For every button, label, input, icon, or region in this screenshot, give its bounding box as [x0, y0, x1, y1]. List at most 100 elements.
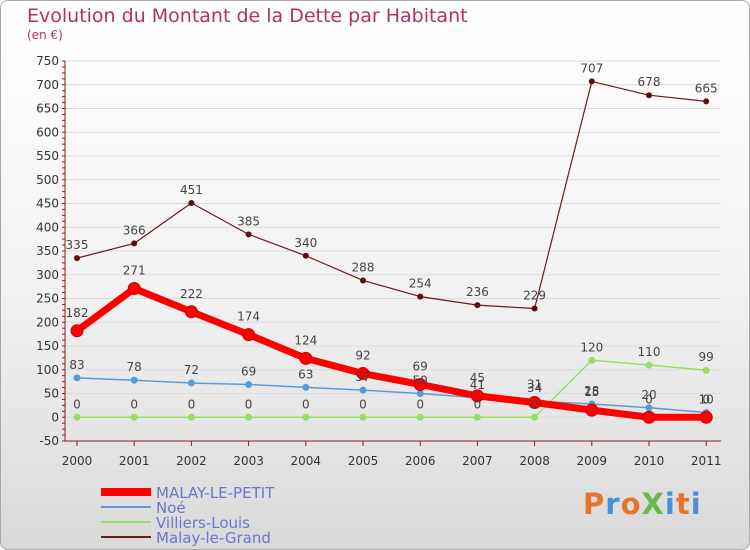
data-point — [588, 78, 595, 85]
data-point — [413, 377, 427, 391]
legend-label: Villiers-Louis — [156, 514, 250, 532]
y-tick-label: 650 — [36, 102, 59, 116]
data-point — [302, 413, 310, 421]
data-label: 50 — [413, 374, 428, 388]
y-tick-label: 750 — [36, 54, 59, 68]
data-point — [473, 413, 481, 421]
data-point — [359, 386, 367, 394]
y-tick-label: 200 — [36, 315, 59, 329]
data-point — [531, 413, 539, 421]
data-point — [187, 413, 195, 421]
data-point — [130, 413, 138, 421]
y-tick-label: -50 — [39, 434, 59, 448]
data-label: 0 — [130, 397, 138, 411]
data-label: 69 — [413, 359, 428, 373]
data-point — [356, 367, 370, 381]
data-label: 120 — [580, 340, 603, 354]
data-label: 99 — [699, 350, 714, 364]
data-point — [130, 376, 138, 384]
data-point — [703, 98, 710, 105]
data-label: 678 — [638, 75, 661, 89]
data-label: 57 — [355, 370, 370, 384]
data-label: 0 — [245, 397, 253, 411]
data-label: 92 — [355, 349, 370, 363]
data-point — [470, 389, 484, 403]
series-line — [76, 377, 707, 414]
x-tick-label: 2006 — [405, 454, 436, 468]
x-tick-label: 2011 — [691, 454, 722, 468]
data-point — [242, 328, 256, 342]
data-label: 0 — [359, 397, 367, 411]
data-label: 288 — [352, 260, 375, 274]
data-label: 366 — [123, 223, 146, 237]
chart-unit: (en €) — [27, 28, 63, 42]
logo-letter: P — [583, 487, 606, 521]
y-tick-label: 700 — [36, 78, 59, 92]
data-point — [302, 252, 309, 259]
data-label: 182 — [66, 306, 89, 320]
logo-letter: i — [664, 487, 676, 521]
y-tick-label: 600 — [36, 125, 59, 139]
data-point — [645, 361, 653, 369]
logo-letter: t — [675, 487, 691, 521]
data-point — [184, 305, 198, 319]
data-label: 0 — [474, 397, 482, 411]
legend-label: Noé — [156, 499, 186, 517]
data-label: 45 — [470, 371, 485, 385]
data-label: 271 — [123, 264, 146, 278]
data-label: 665 — [695, 81, 718, 95]
data-label: 340 — [294, 236, 317, 250]
data-label: 110 — [638, 345, 661, 359]
data-point — [73, 374, 81, 382]
y-tick-label: 300 — [36, 268, 59, 282]
data-label: 41 — [470, 378, 485, 392]
data-point — [645, 404, 653, 412]
x-tick-label: 2004 — [291, 454, 322, 468]
y-tick-label: 400 — [36, 220, 59, 234]
data-point — [127, 282, 141, 296]
x-tick-label: 2001 — [119, 454, 150, 468]
y-tick-label: 350 — [36, 244, 59, 258]
data-point — [302, 383, 310, 391]
data-point — [73, 413, 81, 421]
logo-letter: i — [690, 487, 702, 521]
data-label: 0 — [416, 397, 424, 411]
data-point — [70, 324, 84, 338]
series-line — [77, 359, 707, 418]
data-label: 10 — [699, 393, 714, 407]
legend-label: Malay-le-Grand — [156, 529, 271, 547]
logo-letter: X — [641, 487, 665, 521]
y-tick-label: 550 — [36, 149, 59, 163]
data-point — [417, 293, 424, 300]
data-label: 72 — [184, 363, 199, 377]
y-tick-label: 250 — [36, 292, 59, 306]
data-point — [299, 351, 313, 365]
series-line — [76, 80, 707, 310]
y-tick-label: 450 — [36, 197, 59, 211]
data-point — [585, 403, 599, 417]
data-label: 0 — [531, 397, 539, 411]
data-label: 124 — [294, 333, 317, 347]
data-label: 0 — [302, 397, 310, 411]
data-point — [474, 302, 481, 309]
data-label: 78 — [127, 360, 142, 374]
x-tick-label: 2002 — [176, 454, 207, 468]
data-label: 0 — [645, 392, 653, 406]
x-tick-label: 2005 — [348, 454, 379, 468]
data-point — [416, 390, 424, 397]
data-point — [699, 410, 713, 424]
data-label: 63 — [298, 367, 313, 381]
logo-letter: r — [605, 487, 621, 521]
data-point — [245, 413, 253, 421]
y-tick-label: 50 — [44, 387, 59, 401]
x-tick-label: 2008 — [519, 454, 550, 468]
data-point — [528, 396, 542, 410]
data-label: 31 — [527, 378, 542, 392]
proxiti-logo: ProXiti — [583, 487, 702, 521]
x-tick-label: 2000 — [62, 454, 93, 468]
y-tick-label: 0 — [51, 410, 59, 424]
x-tick-label: 2010 — [634, 454, 665, 468]
data-point — [360, 277, 366, 284]
data-point — [646, 92, 652, 99]
data-label: 28 — [584, 384, 599, 398]
